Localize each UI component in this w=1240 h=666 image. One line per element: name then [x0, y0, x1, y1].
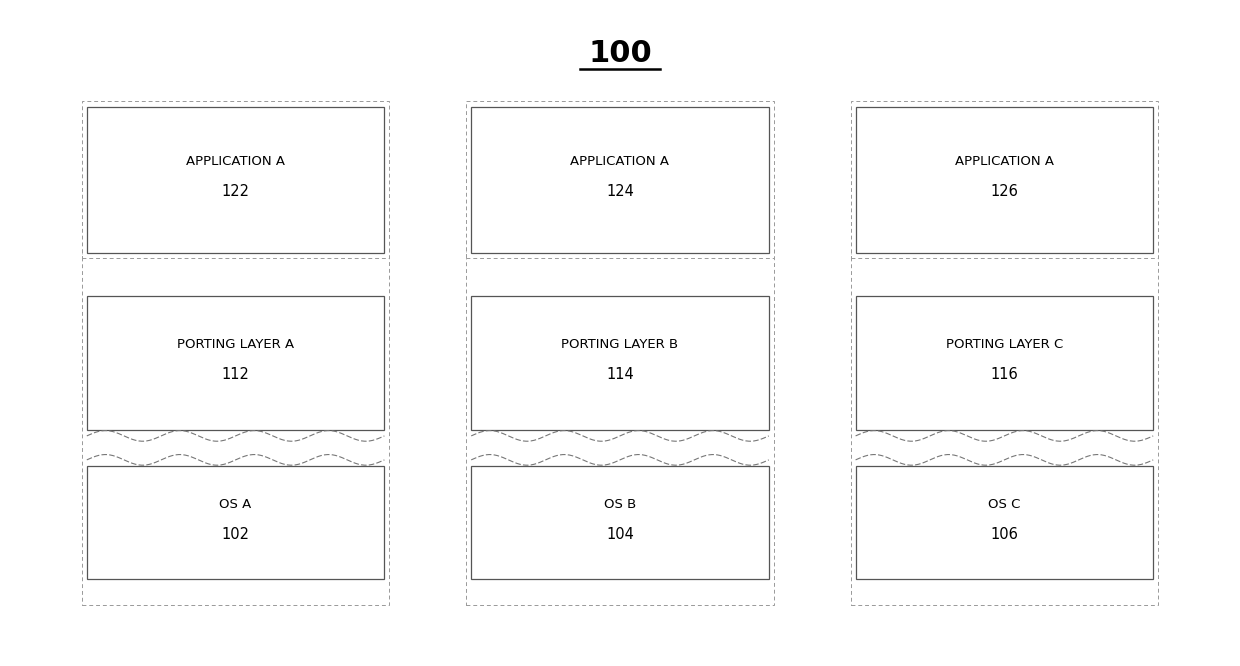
Bar [851, 101, 1158, 258]
Bar [82, 248, 389, 605]
Text: PORTING LAYER C: PORTING LAYER C [946, 338, 1063, 351]
Text: PORTING LAYER A: PORTING LAYER A [177, 338, 294, 351]
Text: 116: 116 [991, 368, 1018, 382]
Text: 112: 112 [222, 368, 249, 382]
Bar [466, 101, 774, 258]
Bar [87, 296, 384, 430]
Text: OS C: OS C [988, 498, 1021, 511]
Bar [856, 107, 1153, 253]
Bar [856, 296, 1153, 430]
Text: APPLICATION A: APPLICATION A [955, 155, 1054, 168]
Text: PORTING LAYER B: PORTING LAYER B [562, 338, 678, 351]
Text: 126: 126 [991, 184, 1018, 199]
Text: 114: 114 [606, 368, 634, 382]
Bar [87, 466, 384, 579]
Text: 100: 100 [588, 39, 652, 68]
Bar [471, 107, 769, 253]
Bar [471, 466, 769, 579]
Text: APPLICATION A: APPLICATION A [186, 155, 285, 168]
Bar [87, 107, 384, 253]
Bar [471, 296, 769, 430]
Text: OS B: OS B [604, 498, 636, 511]
Bar [82, 101, 389, 258]
Bar [856, 466, 1153, 579]
Bar [851, 248, 1158, 605]
Bar [466, 248, 774, 605]
Text: 124: 124 [606, 184, 634, 199]
Text: APPLICATION A: APPLICATION A [570, 155, 670, 168]
Text: 104: 104 [606, 527, 634, 542]
Text: 122: 122 [222, 184, 249, 199]
Text: 102: 102 [222, 527, 249, 542]
Text: OS A: OS A [219, 498, 252, 511]
Text: 106: 106 [991, 527, 1018, 542]
